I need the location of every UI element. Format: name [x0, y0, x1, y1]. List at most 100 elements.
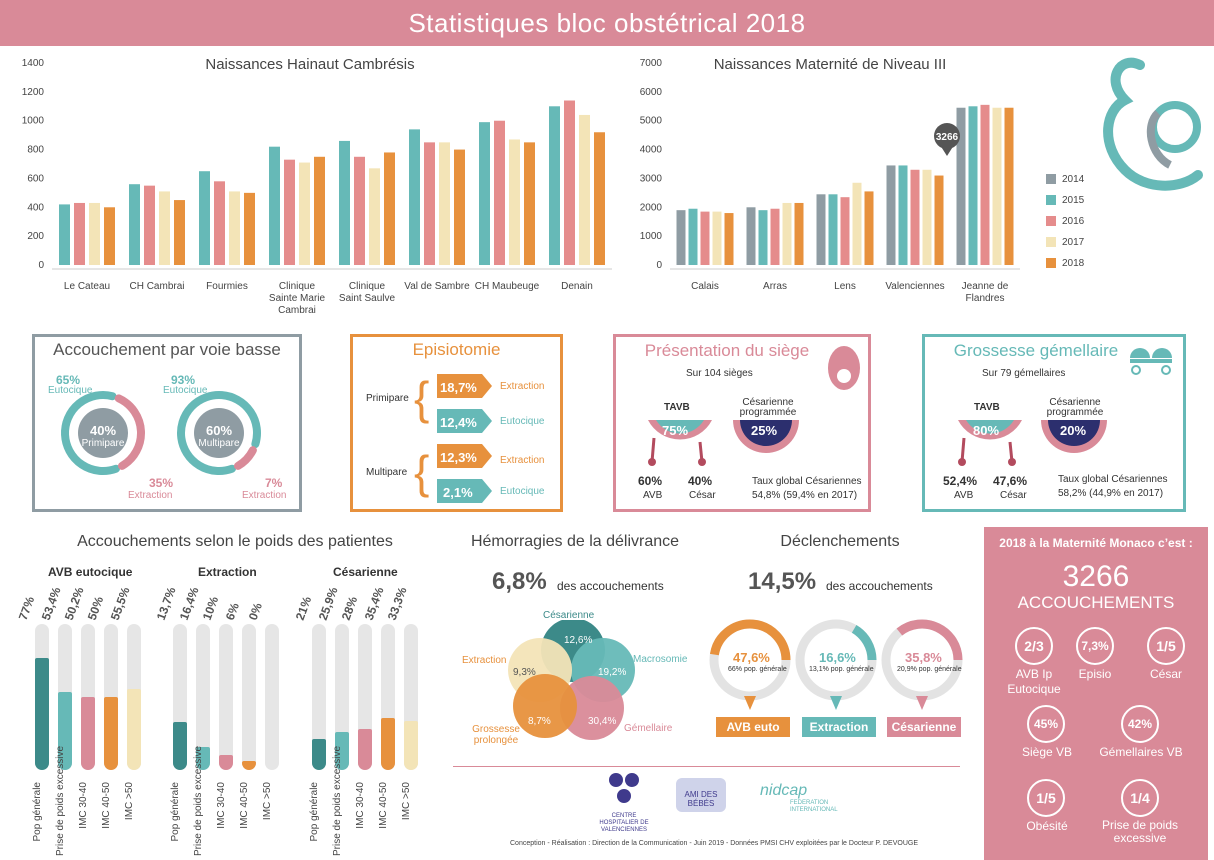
bar-2018 — [244, 192, 255, 265]
gemellaire-cesarienne-pct: 20% — [1060, 423, 1087, 438]
bar-2018 — [594, 132, 605, 265]
siege-cesarienne-label: Césarienne programmée — [739, 397, 797, 418]
bar-2015 — [688, 208, 698, 265]
episio-extraction-label-2: Extraction — [500, 455, 545, 466]
monaco-cesar-fraction: 1/5 — [1147, 627, 1185, 665]
bar-2016 — [840, 197, 850, 265]
poids-tube-fill — [35, 657, 49, 770]
bar-2016 — [700, 211, 710, 265]
poids-category-label: IMC 40-50 — [378, 782, 389, 829]
poids-tube-fill — [219, 755, 233, 770]
monaco-births-label: ACCOUCHEMENTS — [1017, 593, 1175, 612]
bar-2018 — [384, 152, 395, 265]
chv-logo-icon — [609, 773, 639, 803]
bar-2018 — [864, 191, 874, 265]
poids-category-label: IMC >50 — [124, 782, 135, 821]
x-category-label: Flandres — [966, 293, 1005, 304]
bar-2016 — [770, 208, 780, 265]
bar-2014 — [746, 207, 756, 265]
siege-taux-label: Taux global Césariennes — [752, 476, 862, 487]
y-tick-label: 1200 — [22, 87, 45, 98]
nidcap-logo: nidcap — [760, 782, 808, 799]
poids-value-label: 55,5% — [107, 585, 133, 622]
bar-2018 — [314, 156, 325, 265]
poids-category-label: IMC 30-40 — [216, 782, 227, 829]
hemo-extraction-pct: 9,3% — [513, 667, 536, 678]
poids-value-label: 50% — [84, 594, 107, 622]
multipare-eutocique-pct: 93% — [171, 373, 196, 387]
y-tick-label: 0 — [38, 260, 44, 271]
siege-title: Présentation du siège — [644, 341, 810, 360]
multipare-donut — [177, 391, 261, 475]
bar-2016 — [74, 202, 85, 265]
ami-des-bebes-logo: AMI DES BÉBÉS — [676, 778, 726, 812]
y-tick-label: 1000 — [640, 231, 663, 242]
monaco-cesar-label: César — [1149, 667, 1182, 681]
decl-cesarienne-button: Césarienne — [887, 717, 961, 737]
bar-2017 — [922, 169, 932, 265]
bar-2018 — [934, 175, 944, 265]
hemo-cesarienne-label: Césarienne — [543, 610, 595, 621]
siege-tavb-label: TAVB — [664, 402, 690, 413]
page-title: Statistiques bloc obstétrical 2018 — [0, 0, 1214, 46]
primipare-eutocique-pct: 65% — [56, 373, 81, 387]
bar-2018 — [104, 207, 115, 265]
gemellaire-avb-label: AVB — [954, 490, 974, 501]
hemorragies-venn — [508, 620, 635, 740]
poids-category-label: Pop générale — [309, 782, 320, 842]
siege-cesar-label: César — [689, 490, 716, 501]
bar-2016 — [214, 181, 225, 265]
hemorragies-title: Hémorragies de la délivrance — [470, 533, 680, 550]
hainaut-bar-chart: 1400 1200 1000 800 600 400 200 0 Le Cateau CH Cam… — [22, 58, 612, 316]
bar-2014 — [886, 165, 896, 265]
decl-avb-sub: 66% pop. générale — [728, 666, 787, 673]
poids-tube-fill — [312, 739, 326, 770]
hemo-macrosomie-pct: 19,2% — [598, 667, 627, 678]
poids-tube — [242, 624, 256, 770]
poids-category-label: IMC >50 — [262, 782, 273, 821]
gemellaire-cesar-pct: 47,6% — [993, 474, 1028, 488]
bar-2015 — [758, 210, 768, 265]
episio-extraction-label-1: Extraction — [500, 381, 545, 392]
monaco-avb-label: AVB Ip Eutocique — [1007, 667, 1061, 696]
bar-2015 — [129, 184, 140, 265]
legend-2018: 2018 — [1046, 256, 1084, 272]
poids-value-label: 0% — [245, 600, 265, 622]
bar-2015 — [339, 140, 350, 265]
primipare-extraction-label: Extraction — [128, 490, 173, 501]
gemellaire-taux-label: Taux global Césariennes — [1058, 474, 1168, 485]
hemo-gemellaire-pct: 30,4% — [588, 716, 617, 727]
decl-cesarienne-sub: 20,9% pop. générale — [897, 666, 962, 673]
hemo-prolongee-label: Grossesse prolongée — [472, 724, 520, 746]
primipare-eutocique-label: Eutocique — [48, 385, 93, 396]
bar-2017 — [229, 191, 240, 265]
gemellaire-cesarienne-label: Césarienne programmée — [1046, 397, 1104, 418]
episio-primipare-eutocique-pct: 12,4% — [440, 415, 477, 430]
x-category-label: Val de Sambre — [404, 281, 470, 292]
bar-2017 — [782, 202, 792, 265]
poids-group-cesarienne-title: Césarienne — [333, 565, 398, 579]
bar-2016 — [494, 120, 505, 265]
y-tick-label: 1400 — [22, 58, 45, 69]
monaco-total-births: 3266 — [1062, 560, 1130, 593]
bar-2017 — [369, 168, 380, 265]
hemo-macrosomie-label: Macrosomie — [633, 654, 688, 665]
siege-cesarienne-pct: 25% — [751, 423, 778, 438]
y-tick-label: 200 — [27, 231, 44, 242]
poids-value-label: 16,4% — [176, 585, 202, 622]
poids-value-label: 6% — [222, 600, 242, 622]
bar-2018 — [454, 149, 465, 265]
hemorragies-pct: 6,8% — [492, 568, 547, 595]
declenchements-pct: 14,5% — [748, 568, 817, 595]
poids-tube — [219, 624, 233, 770]
bar-2018 — [724, 213, 734, 265]
y-tick-label: 800 — [27, 145, 44, 156]
y-tick-label: 400 — [27, 202, 44, 213]
poids-group-extraction-title: Extraction — [198, 565, 257, 579]
x-category-label: Clinique — [349, 281, 386, 292]
footer-divider — [453, 766, 960, 767]
bar-2014 — [956, 107, 966, 265]
legend-2015: 2015 — [1046, 193, 1084, 209]
gemellaire-gauges — [958, 420, 1107, 466]
y-tick-label: 3000 — [640, 173, 663, 184]
